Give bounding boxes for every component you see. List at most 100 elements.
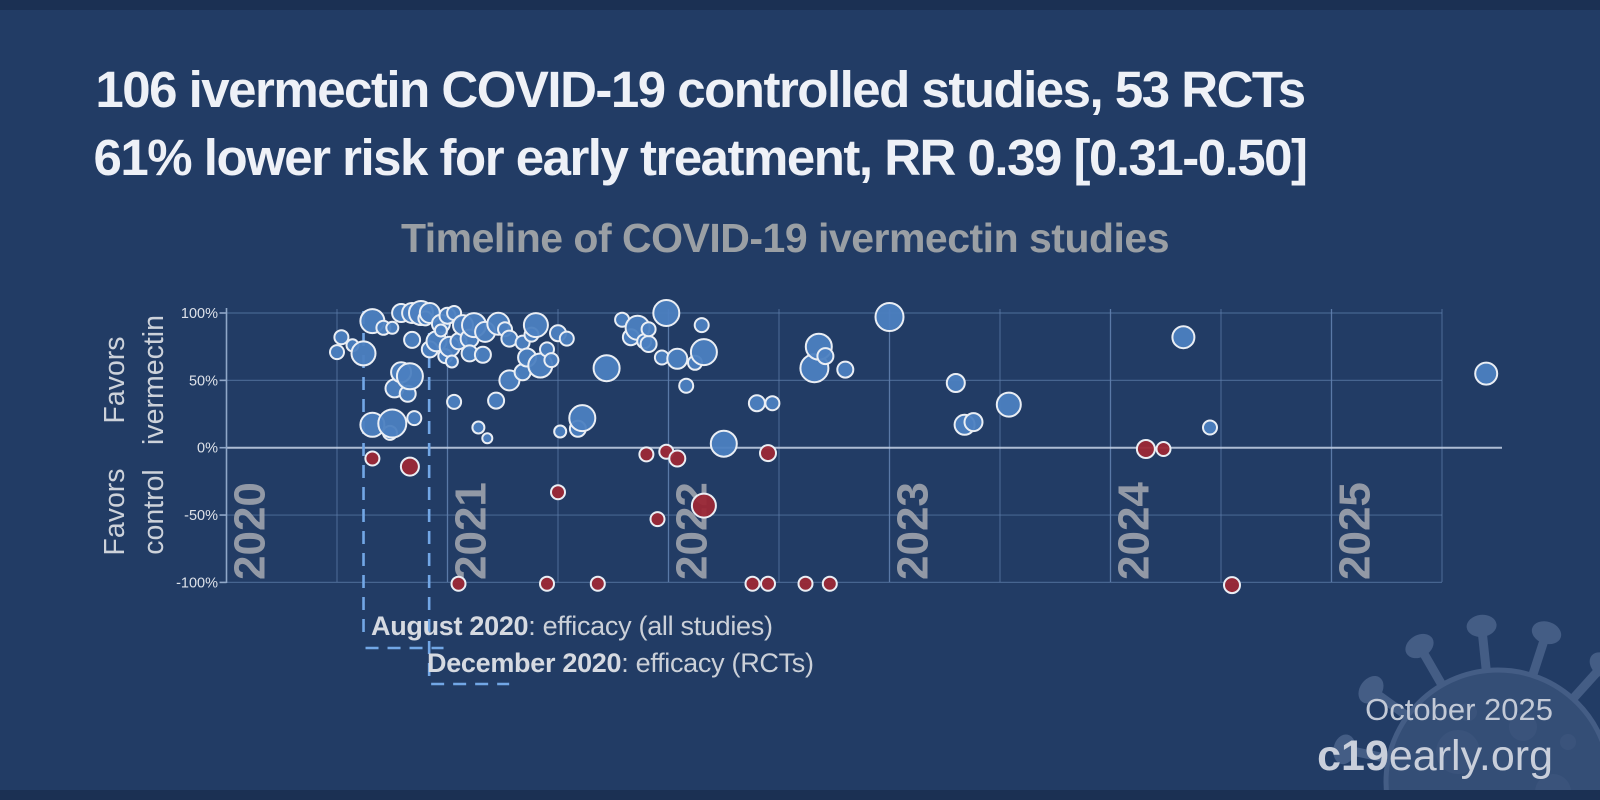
year-label: 2021 xyxy=(447,482,496,580)
study-bubble-positive xyxy=(522,312,549,339)
study-bubble-negative xyxy=(744,575,761,592)
study-bubble-negative xyxy=(821,575,838,592)
virus-speckle xyxy=(1459,703,1477,721)
virus-spike-tip xyxy=(1333,734,1356,765)
study-bubble-positive xyxy=(487,391,506,410)
study-bubble-positive xyxy=(747,394,766,413)
study-bubble-negative xyxy=(760,575,776,592)
gridlines xyxy=(226,309,1502,584)
virus-spike-stalk xyxy=(1527,637,1549,679)
study-bubble-positive xyxy=(558,330,575,347)
study-bubble-positive xyxy=(329,344,345,361)
study-bubble-positive xyxy=(553,424,568,439)
study-bubble-negative xyxy=(1155,441,1172,457)
virus-spike-tip xyxy=(1405,633,1434,659)
virus-spike-stalk xyxy=(1419,649,1447,689)
study-bubble-positive xyxy=(764,395,781,412)
y-tick-label: 100% xyxy=(181,306,218,322)
study-bubble-positive xyxy=(640,321,657,338)
study-bubble-positive xyxy=(473,345,492,364)
virus-body xyxy=(1383,667,1600,800)
virus-spike-stalk xyxy=(1350,746,1392,764)
study-bubble-positive xyxy=(385,320,400,335)
virus-spike-stalk xyxy=(1374,690,1412,721)
favors-ivermectin-label: Favors xyxy=(99,336,131,423)
study-bubble-positive xyxy=(678,377,695,394)
virus-spike-stalk xyxy=(1568,667,1600,704)
annotation-december-2020: December 2020: efficacy (RCTs) xyxy=(427,648,814,679)
study-bubble-negative xyxy=(399,456,420,477)
footer: October 2025 c19early.org xyxy=(1317,690,1553,782)
study-bubble-negative xyxy=(797,575,814,592)
study-bubble-negative xyxy=(364,450,381,467)
study-bubble-positive xyxy=(874,302,905,332)
study-bubble-positive xyxy=(816,347,835,366)
data-points xyxy=(329,299,1499,595)
virus-spike-tip xyxy=(1531,621,1562,645)
study-bubble-positive xyxy=(995,391,1022,418)
study-bubble-negative xyxy=(690,492,717,519)
annotation-august-2020: August 2020: efficacy (all studies) xyxy=(371,611,773,642)
headline: 106 ivermectin COVID-19 controlled studi… xyxy=(0,56,1600,192)
study-bubble-positive xyxy=(709,429,738,458)
study-bubble-positive xyxy=(568,404,597,433)
study-bubble-positive xyxy=(963,412,984,433)
study-bubble-positive xyxy=(481,432,494,445)
site-link-rest: early.org xyxy=(1388,732,1553,780)
headline-line2: 61% lower risk for early treatment, RR 0… xyxy=(93,129,1308,186)
study-bubble-positive xyxy=(689,338,718,367)
year-label: 2023 xyxy=(889,482,938,580)
top-edge-bar xyxy=(0,0,1600,10)
annotation-december-2020-bold: December 2020 xyxy=(427,648,622,678)
study-bubble-positive xyxy=(333,329,350,346)
study-bubble-positive xyxy=(1171,325,1196,350)
study-bubble-positive xyxy=(446,393,463,410)
study-bubble-negative xyxy=(638,446,655,463)
annotation-august-2020-bold: August 2020 xyxy=(371,611,529,641)
study-bubble-negative xyxy=(759,444,777,463)
study-bubble-negative xyxy=(1223,576,1241,595)
study-bubble-negative xyxy=(668,449,687,468)
year-label: 2025 xyxy=(1331,482,1380,580)
study-bubble-positive xyxy=(433,323,448,338)
study-bubble-positive xyxy=(377,408,408,439)
study-bubble-negative xyxy=(589,575,606,592)
y-tick-label: -100% xyxy=(176,575,218,591)
publication-date: October 2025 xyxy=(1365,692,1553,727)
study-bubble-positive xyxy=(639,335,658,353)
y-tick-label: -50% xyxy=(184,508,218,524)
study-bubble-positive xyxy=(945,373,966,393)
study-bubble-positive xyxy=(395,362,424,391)
study-bubble-positive xyxy=(471,420,486,435)
study-bubble-positive xyxy=(592,354,621,383)
year-label: 2020 xyxy=(226,482,275,580)
site-link-bold: c19 xyxy=(1317,732,1389,780)
y-tick-label: 0% xyxy=(197,441,218,457)
virus-spike-stalk xyxy=(1477,632,1491,674)
study-bubble-negative xyxy=(1135,439,1156,459)
study-bubble-positive xyxy=(403,330,422,349)
study-bubble-negative xyxy=(550,484,566,501)
study-bubble-negative xyxy=(649,511,666,528)
annotation-december-2020-rest: : efficacy (RCTs) xyxy=(621,648,814,678)
study-bubble-positive xyxy=(1474,361,1499,386)
study-bubble-positive xyxy=(666,347,689,370)
virus-spike-tip xyxy=(1358,675,1384,704)
headline-line1: 106 ivermectin COVID-19 controlled studi… xyxy=(95,61,1306,118)
favors-ivermectin-label: ivermectin xyxy=(138,315,170,445)
virus-spike-tip xyxy=(1589,652,1600,679)
favors-control-label: Favors xyxy=(99,468,131,555)
study-bubble-positive xyxy=(836,360,855,379)
study-bubble-positive xyxy=(543,352,560,369)
y-tick-label: 50% xyxy=(189,373,218,389)
favors-control-label: control xyxy=(138,469,170,555)
annotation-august-2020-rest: : efficacy (all studies) xyxy=(528,611,773,641)
virus-speckle xyxy=(1509,713,1537,741)
virus-spike-tip xyxy=(1466,614,1497,637)
virus-speckle xyxy=(1560,734,1576,750)
virus-watermark xyxy=(1333,614,1600,800)
site-link[interactable]: c19early.org xyxy=(1317,730,1553,782)
study-bubble-negative xyxy=(450,575,467,592)
year-label: 2024 xyxy=(1110,482,1159,580)
